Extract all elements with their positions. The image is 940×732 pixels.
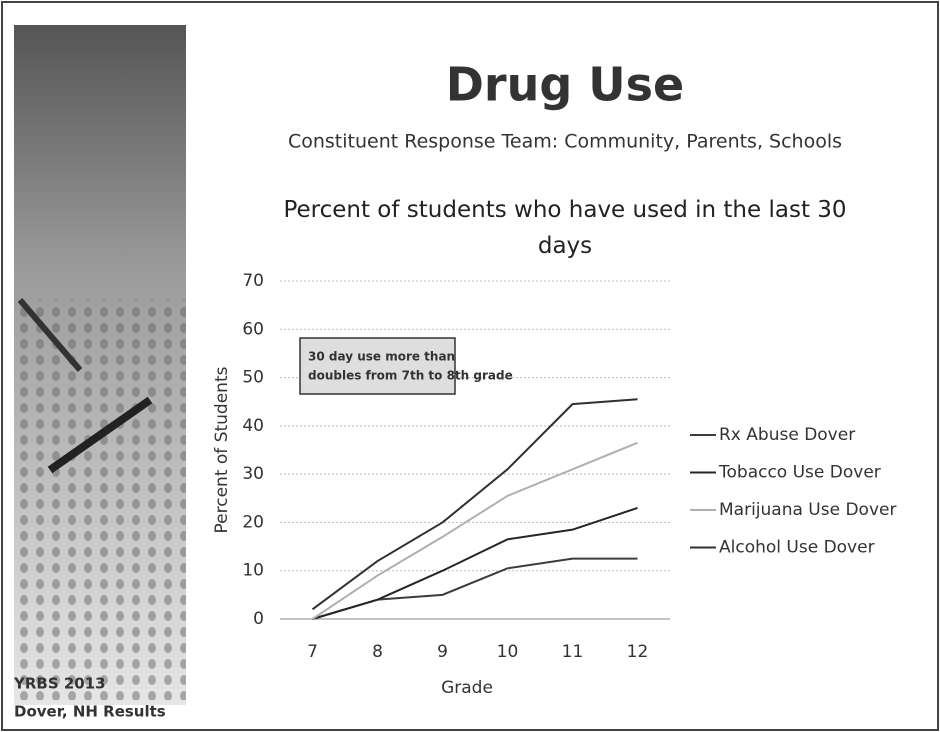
series-line — [312, 557, 638, 620]
footer: Dover, NH Results — [14, 703, 166, 721]
annotation: doubles from 7th to 8th grade — [308, 369, 513, 383]
decor-pencil — [47, 396, 153, 474]
y-tick-label: 70 — [242, 271, 264, 291]
x-axis-label: Grade — [441, 678, 493, 698]
annotation: 30 day use more than — [308, 350, 455, 364]
series-line — [311, 441, 638, 620]
y-tick-label: 30 — [242, 464, 264, 484]
legend-label: Alcohol Use Dover — [719, 538, 875, 558]
footer: YRBS 2013 — [13, 675, 106, 693]
series-line — [312, 506, 638, 620]
decor-dots — [14, 300, 186, 700]
y-tick-label: 0 — [253, 609, 264, 629]
y-tick-label: 50 — [242, 368, 264, 388]
y-tick-label: 10 — [242, 561, 264, 581]
x-tick-label: 12 — [627, 642, 649, 662]
chart-title: Percent of students who have used in the… — [283, 197, 847, 259]
slide-subtitle: Constituent Response Team: Community, Pa… — [288, 131, 842, 153]
y-tick-label: 40 — [242, 416, 264, 436]
x-tick-label: 10 — [497, 642, 519, 662]
legend-label: Tobacco Use Dover — [718, 463, 881, 483]
legend-label: Rx Abuse Dover — [719, 425, 855, 445]
x-tick-label: 9 — [437, 642, 448, 662]
slide-title: Drug Use — [446, 58, 685, 112]
x-tick-label: 11 — [562, 642, 584, 662]
y-tick-label: 60 — [242, 319, 264, 339]
annotation-box — [299, 337, 456, 395]
y-tick-label: 20 — [242, 512, 264, 532]
legend-label: Marijuana Use Dover — [719, 500, 896, 520]
x-tick-label: 7 — [307, 642, 318, 662]
series-line — [311, 398, 638, 611]
y-axis-label: Percent of Students — [212, 366, 232, 533]
decor-pencil — [17, 298, 83, 372]
x-tick-label: 8 — [372, 642, 383, 662]
